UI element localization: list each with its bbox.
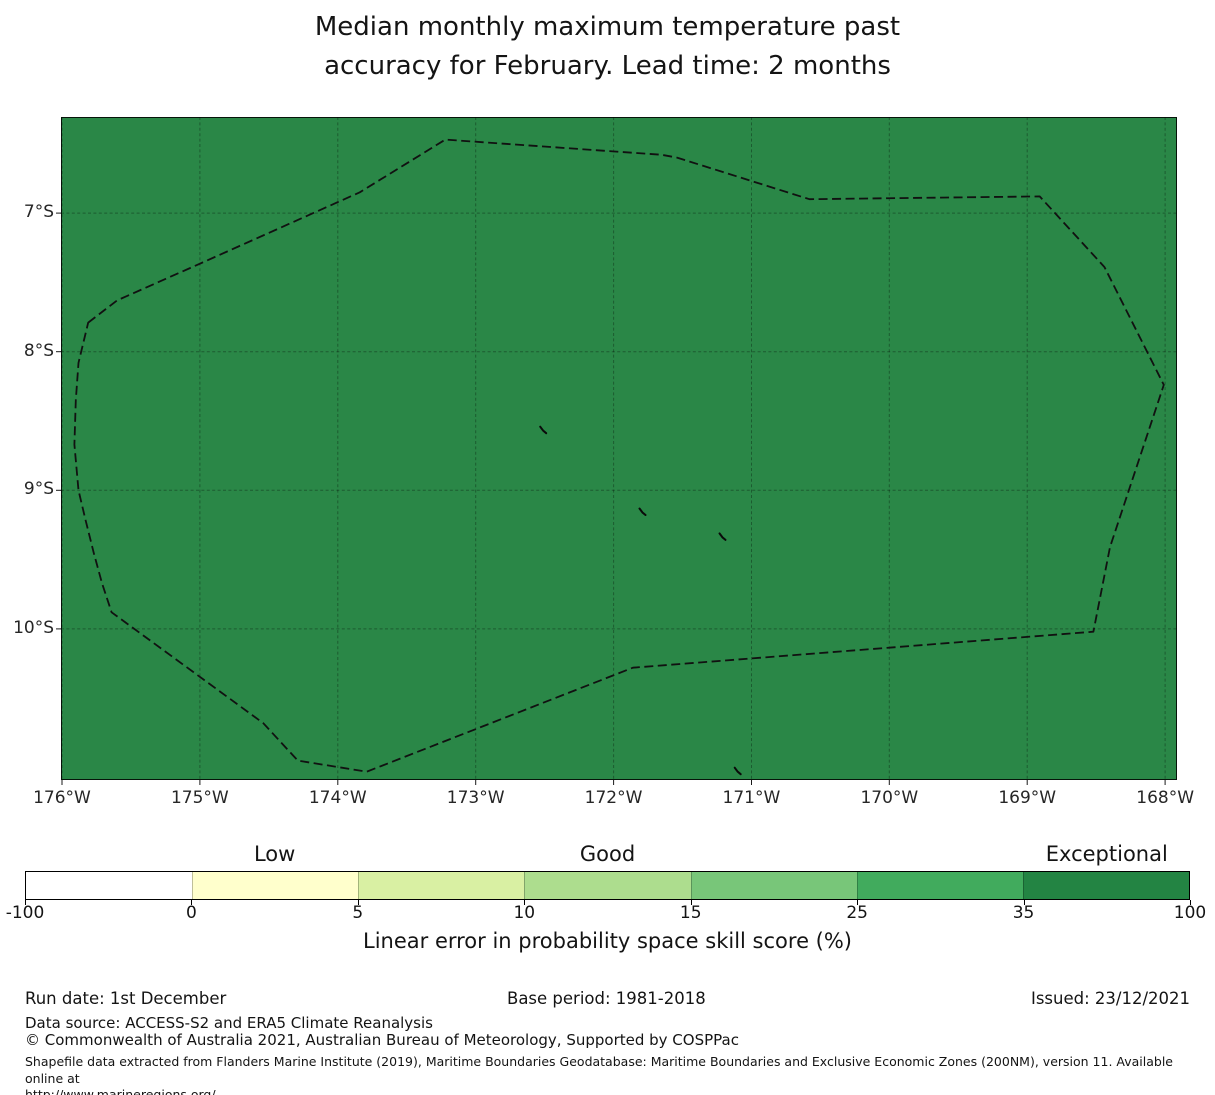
- colorbar-segment: [690, 872, 857, 899]
- y-tick-label: 9°S: [23, 479, 54, 500]
- eez-boundary-dashed: [73, 138, 1165, 773]
- colorbar-segment: [1022, 872, 1189, 899]
- map-background: [61, 117, 1177, 780]
- x-tick-label: 168°W: [1136, 788, 1195, 808]
- chart-title: Median monthly maximum temperature past …: [0, 8, 1215, 86]
- y-tick-label: 7°S: [23, 202, 54, 223]
- colorbar-tick-label: 0: [186, 903, 197, 923]
- colorbar-tick-label: 15: [679, 903, 702, 923]
- run-date-label: Run date: 1st December: [25, 989, 227, 1008]
- x-tick-label: 169°W: [998, 788, 1057, 808]
- colorbar-tick-mark: [1023, 900, 1025, 905]
- x-tick-label: 174°W: [308, 788, 367, 808]
- y-tick-label: 10°S: [13, 617, 54, 638]
- colorbar-region-label-exceptional: Exceptional: [1045, 842, 1168, 866]
- x-tick-label: 175°W: [170, 788, 229, 808]
- colorbar-region-label-low: Low: [253, 842, 296, 866]
- shapefile-note-line1: Shapefile data extracted from Flanders M…: [25, 1054, 1173, 1086]
- colorbar-segment: [524, 872, 691, 899]
- colorbar-caption: Linear error in probability space skill …: [363, 929, 852, 953]
- shapefile-note: Shapefile data extracted from Flanders M…: [25, 1054, 1195, 1095]
- colorbar-tick-mark: [524, 900, 526, 905]
- x-axis-tick-labels: 176°W 175°W 174°W 173°W 172°W 171°W 170°W 169°W…: [0, 788, 1215, 812]
- colorbar-region-labels: Low Good Exceptional: [25, 840, 1190, 866]
- colorbar-tick-mark: [690, 900, 692, 905]
- colorbar-tick-label: 100: [1173, 903, 1207, 923]
- y-tick-label: 8°S: [23, 340, 54, 361]
- y-axis-tick-labels: 7°S 8°S 9°S 10°S: [0, 0, 60, 820]
- x-tick-label: 170°W: [860, 788, 919, 808]
- colorbar-segment: [856, 872, 1023, 899]
- island-marker: [638, 507, 647, 516]
- chart-title-line2: accuracy for February. Lead time: 2 mont…: [324, 51, 891, 81]
- colorbar-tick-label: 35: [1012, 903, 1035, 923]
- colorbar-segment: [192, 872, 359, 899]
- colorbar-tick-label: -100: [5, 903, 45, 923]
- colorbar-tick-mark: [25, 900, 26, 905]
- x-tick-label: 173°W: [446, 788, 505, 808]
- colorbar-tick-mark: [191, 900, 193, 905]
- map-frame: [61, 117, 1177, 780]
- colorbar-region-label-good: Good: [579, 842, 636, 866]
- x-tick-label: 176°W: [33, 788, 91, 808]
- colorbar-segment: [26, 872, 193, 899]
- x-tick-label: 171°W: [722, 788, 781, 808]
- colorbar-tick-labels: -100 0 5 10 15 25 35 100: [6, 903, 1207, 925]
- x-tick-label: 172°W: [584, 788, 643, 808]
- island-marker: [718, 532, 727, 541]
- island-marker: [733, 766, 742, 776]
- data-source-label: Data source: ACCESS-S2 and ERA5 Climate …: [25, 1014, 433, 1032]
- colorbar-tick-mark: [857, 900, 859, 905]
- colorbar-segment: [358, 872, 525, 899]
- chart-title-line1: Median monthly maximum temperature past: [314, 12, 901, 42]
- island-marker: [539, 425, 548, 435]
- map-plot: [56, 117, 1177, 785]
- colorbar-tick-mark: [1190, 900, 1191, 905]
- colorbar-tick-label: 5: [352, 903, 364, 923]
- colorbar-tick-mark: [357, 900, 359, 905]
- colorbar-tick-label: 10: [513, 903, 536, 923]
- issued-label: Issued: 23/12/2021: [1030, 989, 1190, 1008]
- base-period-label: Base period: 1981-2018: [507, 989, 706, 1008]
- colorbar-tick-marks: [25, 900, 1191, 905]
- colorbar-tick-label: 25: [846, 903, 868, 923]
- shapefile-note-line2: http://www.marineregions.org/.: [25, 1087, 220, 1095]
- colorbar: [25, 871, 1190, 900]
- copyright-label: © Commonwealth of Australia 2021, Austra…: [25, 1031, 739, 1049]
